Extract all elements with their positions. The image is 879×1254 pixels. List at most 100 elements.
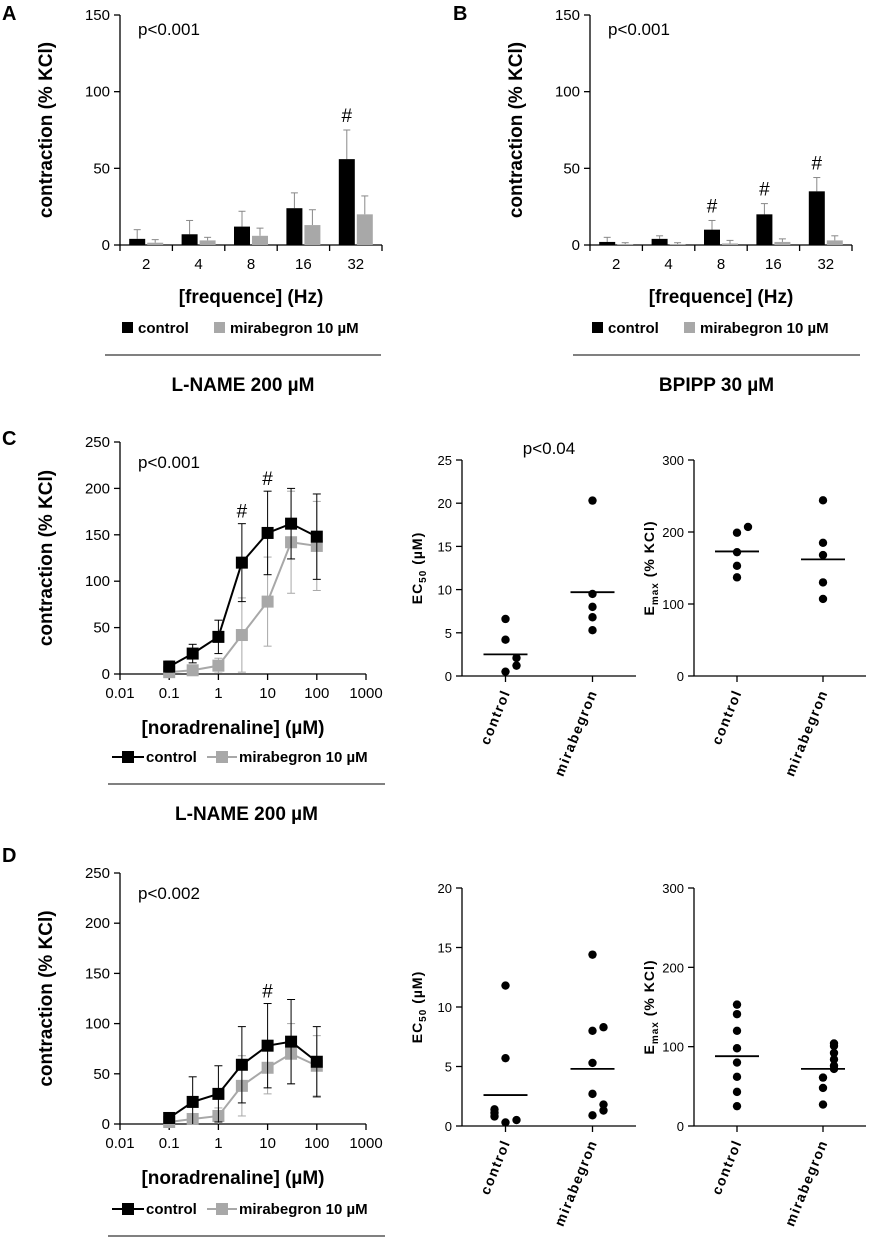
y-tick-label-C-emax: 300 (662, 453, 684, 468)
y-tick-label-D: 250 (85, 865, 110, 882)
y-axis-label-sub-C-ec50: 50 (418, 570, 429, 583)
x-tick-label-A: 2 (142, 256, 150, 273)
y-tick-label-C-ec50: 15 (438, 539, 452, 554)
y-tick-label-C-emax: 0 (677, 669, 684, 684)
y-axis-label-A: contraction (% KCl) (36, 42, 57, 218)
legend-swatch-control-A (122, 322, 133, 333)
bar-mirabegron-A (356, 214, 373, 245)
point-mirabegron-C (186, 664, 199, 677)
data-point-mirabegron-D-ec50 (588, 1089, 597, 1099)
bar-control-A (286, 208, 303, 245)
y-tick-label-B: 150 (555, 7, 580, 24)
bar-control-A (338, 159, 355, 245)
x-tick-label-C: 0.1 (159, 685, 180, 702)
y-axis-label-D: contraction (% KCl) (36, 910, 57, 1086)
p-value-C-ec50: p<0.04 (523, 439, 575, 458)
data-point-control-C-ec50 (501, 667, 510, 676)
significance-mark-D: # (262, 982, 273, 1003)
x-tick-label-C: 0.01 (105, 685, 134, 702)
x-tick-label-B: 2 (612, 256, 620, 273)
y-tick-label-C-emax: 200 (662, 525, 684, 540)
data-point-mirabegron-D-emax (818, 1083, 828, 1093)
x-tick-label-C-ec50: mirabegron (551, 687, 600, 778)
y-tick-label-C: 50 (93, 620, 110, 637)
data-point-control-C-ec50 (501, 614, 510, 624)
x-tick-label-A: 4 (194, 256, 202, 273)
point-control-C (261, 526, 274, 539)
x-tick-label-C-ec50: control (477, 687, 514, 747)
data-point-mirabegron-D-ec50 (588, 1026, 597, 1036)
y-tick-label-D: 0 (102, 1116, 110, 1133)
y-tick-label-D-ec50: 0 (445, 1119, 452, 1134)
y-tick-label-B: 100 (555, 84, 580, 101)
x-tick-label-C: 10 (259, 685, 276, 702)
significance-mark-C: # (262, 469, 273, 490)
bar-mirabegron-A (304, 225, 321, 245)
point-control-C (285, 517, 298, 530)
y-axis-label-main-C-ec50: EC (409, 583, 425, 604)
y-axis-label-main-D-emax: E (641, 1044, 657, 1054)
x-tick-label-C: 1000 (349, 685, 382, 702)
data-point-mirabegron-D-ec50 (588, 950, 597, 959)
treatment-label-A: L-NAME 200 µM (172, 375, 315, 396)
data-point-mirabegron-C-emax (818, 538, 828, 547)
p-value-C: p<0.001 (138, 453, 200, 472)
data-point-mirabegron-C-emax (818, 578, 828, 587)
data-point-control-D-ec50 (512, 1115, 521, 1125)
bar-mirabegron-B (617, 244, 634, 245)
data-point-control-C-emax (732, 573, 742, 582)
point-control-C (212, 630, 225, 643)
x-axis-label-D: [noradrenaline] (µM) (141, 1168, 324, 1189)
bar-control-B (704, 229, 720, 245)
legend-marker-control-C (122, 751, 134, 763)
y-tick-label-A: 150 (85, 7, 110, 24)
treatment-label-C: L-NAME 200 µM (175, 804, 318, 825)
legend-marker-mirabegron-D (216, 1203, 228, 1215)
data-point-control-D-emax (732, 1000, 742, 1009)
y-tick-label-C: 0 (102, 666, 110, 683)
y-axis-label-main-D-ec50: EC (409, 1022, 425, 1043)
data-point-mirabegron-D-emax (818, 1073, 828, 1082)
y-tick-label-D: 50 (93, 1066, 110, 1083)
panel-label-C: C (2, 428, 16, 450)
x-tick-label-D: 0.1 (159, 1135, 180, 1152)
y-tick-label-B: 0 (572, 237, 580, 254)
data-point-control-D-ec50 (501, 981, 510, 990)
significance-mark-B: # (812, 154, 823, 175)
data-point-mirabegron-D-emax (829, 1039, 839, 1048)
x-axis-label-B: [frequence] (Hz) (649, 287, 794, 308)
data-point-mirabegron-C-ec50 (588, 602, 597, 612)
y-tick-label-D: 200 (85, 915, 110, 932)
p-value-D: p<0.002 (138, 884, 200, 903)
x-tick-label-B: 32 (817, 256, 834, 273)
bar-mirabegron-A (199, 240, 216, 245)
y-tick-label-C: 100 (85, 573, 110, 590)
y-tick-label-C: 250 (85, 434, 110, 451)
y-axis-label-rest-D-emax: (% KCl) (641, 959, 657, 1021)
legend-label-control-A: control (138, 320, 189, 337)
significance-mark-B: # (759, 180, 770, 201)
data-point-mirabegron-D-ec50 (588, 1058, 597, 1068)
data-point-control-C-ec50 (501, 635, 510, 644)
legend-swatch-control-B (592, 322, 603, 333)
bar-mirabegron-B (826, 240, 843, 245)
y-axis-label-rest-C-emax: (% KCl) (641, 520, 657, 582)
y-tick-label-C-ec50: 20 (438, 496, 452, 511)
significance-mark-C: # (237, 502, 248, 523)
y-tick-label-A: 0 (102, 237, 110, 254)
bar-control-B (808, 191, 825, 245)
y-tick-label-D: 150 (85, 965, 110, 982)
data-point-control-D-emax (732, 1072, 742, 1082)
x-tick-label-B: 8 (717, 256, 725, 273)
y-axis-label-C-ec50: EC50 (µM) (409, 532, 429, 605)
panel-label-A: A (2, 3, 16, 25)
bar-control-B (599, 241, 616, 245)
legend-label-mirabegron-A: mirabegron 10 µM (230, 320, 359, 337)
y-tick-label-D-ec50: 10 (438, 1000, 452, 1015)
x-axis-label-A: [frequence] (Hz) (179, 287, 324, 308)
point-mirabegron-C (235, 629, 248, 642)
legend-swatch-mirabegron-B (684, 322, 695, 333)
x-tick-label-C: 100 (304, 685, 329, 702)
y-axis-label-main-C-emax: E (641, 605, 657, 615)
